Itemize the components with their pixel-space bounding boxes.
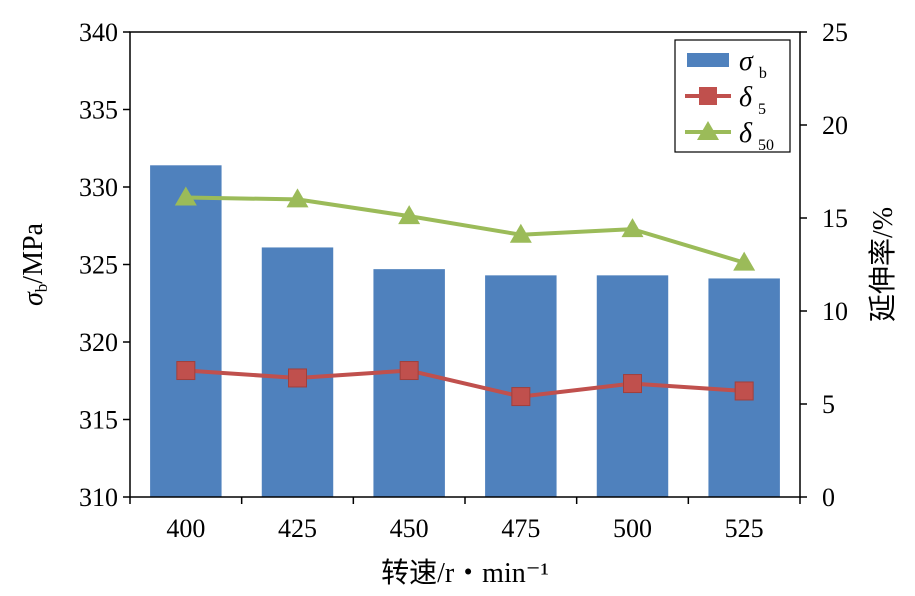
bar-b-475 bbox=[485, 275, 557, 497]
tick-label-left-325: 325 bbox=[79, 251, 118, 280]
tick-label-right-25: 25 bbox=[822, 18, 848, 47]
tick-label-left-330: 330 bbox=[79, 173, 118, 202]
tick-label-x-525: 525 bbox=[725, 514, 764, 543]
legend-label-δ50: δ 50 bbox=[739, 118, 774, 154]
x-axis-title: 转速/r・min⁻¹ bbox=[381, 557, 549, 589]
tick-label-x-500: 500 bbox=[613, 514, 652, 543]
point-δ5-525 bbox=[734, 381, 754, 401]
legend-swatch-σb bbox=[687, 53, 729, 67]
legend: σ bδ 5δ 50 bbox=[674, 39, 791, 154]
tick-label-right-0: 0 bbox=[822, 483, 835, 512]
line-δ50 bbox=[185, 195, 745, 265]
tick-label-right-5: 5 bbox=[822, 390, 835, 419]
plot-area bbox=[150, 165, 780, 498]
point-δ5-400 bbox=[176, 361, 196, 381]
point-δ50-500 bbox=[621, 218, 644, 238]
legend-marker-δ5 bbox=[699, 87, 717, 105]
y-axis-title-left: σb/MPa bbox=[18, 222, 51, 306]
point-δ50-525 bbox=[733, 251, 756, 271]
point-δ5-500 bbox=[623, 374, 642, 394]
tick-label-right-10: 10 bbox=[822, 297, 848, 326]
tick-label-x-400: 400 bbox=[166, 514, 205, 543]
tick-label-left-315: 315 bbox=[79, 406, 118, 435]
point-δ5-425 bbox=[288, 368, 307, 388]
axes: 310 315 320 325 330 335 340 0 5 10 15 20 25 400 425 450… bbox=[18, 18, 899, 589]
point-δ50-425 bbox=[286, 188, 309, 208]
y-axis-title-right: 延伸率/% bbox=[867, 207, 899, 322]
point-δ5-475 bbox=[511, 387, 531, 407]
tick-label-x-475: 475 bbox=[501, 514, 540, 543]
bar-b-400 bbox=[150, 165, 222, 498]
tick-label-left-320: 320 bbox=[79, 328, 118, 357]
tick-label-left-310: 310 bbox=[79, 483, 118, 512]
line-δ5 bbox=[185, 368, 745, 399]
tick-label-right-20: 20 bbox=[822, 111, 848, 140]
bar-b-450 bbox=[373, 269, 445, 497]
tick-label-x-450: 450 bbox=[390, 514, 429, 543]
point-δ50-475 bbox=[509, 223, 532, 243]
point-δ50-400 bbox=[174, 186, 197, 206]
tick-label-left-335: 335 bbox=[79, 96, 118, 125]
tick-label-left-340: 340 bbox=[79, 18, 118, 47]
legend-marker-δ50 bbox=[697, 121, 719, 140]
tick-label-right-15: 15 bbox=[822, 204, 848, 233]
point-δ50-450 bbox=[398, 205, 421, 225]
point-δ5-450 bbox=[399, 361, 419, 381]
tick-label-x-425: 425 bbox=[278, 514, 317, 543]
